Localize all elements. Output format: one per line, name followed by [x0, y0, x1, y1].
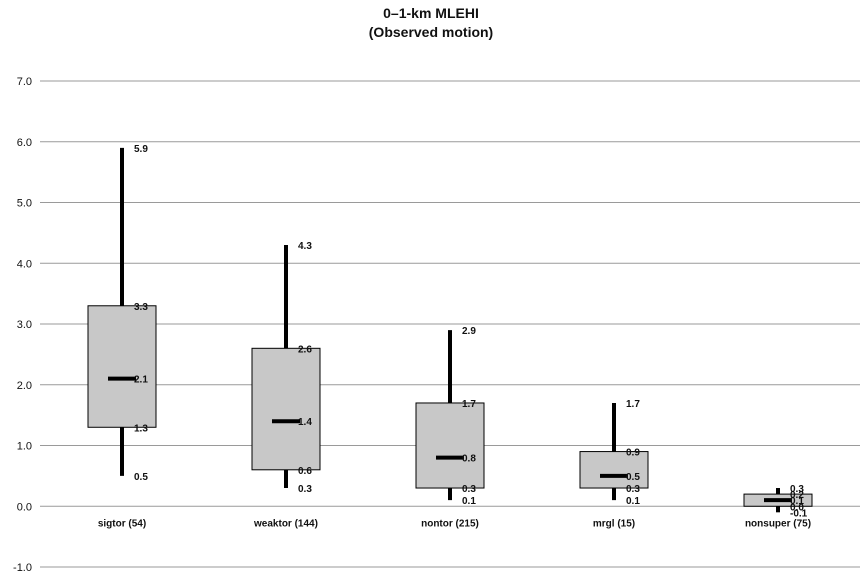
y-tick-label: 3.0	[17, 319, 32, 331]
y-tick-label: 2.0	[17, 380, 32, 392]
value-label-median: 0.8	[462, 454, 476, 465]
value-label-q3: 2.6	[298, 344, 312, 355]
y-tick-label: 5.0	[17, 198, 32, 210]
y-tick-label: 1.0	[17, 441, 32, 453]
value-label-q1: 0.3	[626, 484, 640, 495]
y-axis: -1.0 0.0 1.0 2.0 3.0 4.0 5.0 6.0 7.0	[13, 76, 32, 571]
box	[87, 305, 157, 428]
value-label-whisker-low: 0.1	[462, 496, 476, 507]
value-label-q3: 0.2	[790, 490, 804, 501]
value-label-whisker-high: 4.3	[298, 241, 312, 252]
value-labels: 5.9 3.3 2.1 1.3 0.5 sigtor (54) 4.3 2.6 1.4 0.6 0.…	[98, 144, 811, 529]
category-label: nontor (215)	[421, 518, 479, 529]
boxes	[87, 147, 813, 513]
value-label-q1: 0.3	[462, 484, 476, 495]
value-label-whisker-high: 2.9	[462, 326, 476, 337]
y-tick-label: 4.0	[17, 258, 32, 270]
value-label-median: 1.4	[298, 417, 312, 428]
chart-subtitle: (Observed motion)	[368, 24, 494, 40]
value-label-q1: 0.6	[298, 466, 312, 477]
category-label: weaktor (144)	[253, 518, 318, 529]
value-label-whisker-low: 0.3	[298, 484, 312, 495]
chart-title: 0–1-km MLEHI	[383, 5, 479, 21]
gridlines	[40, 80, 860, 568]
value-label-whisker-low: 0.5	[134, 472, 148, 483]
value-label-whisker-low: 0.1	[626, 496, 640, 507]
chart-title-block: 0–1-km MLEHI (Observed motion)	[0, 4, 862, 42]
y-tick-label: 7.0	[17, 76, 32, 88]
value-label-whisker-high: 5.9	[134, 144, 148, 155]
value-label-median: 0.1	[790, 496, 804, 507]
box	[415, 402, 485, 489]
value-label-q3: 3.3	[134, 302, 148, 313]
value-label-q3: 0.9	[626, 448, 640, 459]
category-label: sigtor (54)	[98, 518, 146, 529]
value-label-median: 0.5	[626, 472, 640, 483]
value-label-whisker-high: 1.7	[626, 399, 640, 410]
category-label: nonsuper (75)	[745, 518, 811, 529]
y-tick-label: -1.0	[13, 562, 32, 571]
y-tick-label: 0.0	[17, 501, 32, 513]
box	[579, 451, 649, 489]
category-label: mrgl (15)	[593, 518, 635, 529]
value-label-whisker-low: -0.1	[790, 508, 808, 519]
value-label-q1: 0.0	[790, 502, 804, 513]
value-label-median: 2.1	[134, 375, 148, 386]
value-label-q1: 1.3	[134, 423, 148, 434]
value-label-whisker-high: 0.3	[790, 484, 804, 495]
box	[251, 347, 321, 471]
y-tick-label: 6.0	[17, 137, 32, 149]
value-label-q3: 1.7	[462, 399, 476, 410]
